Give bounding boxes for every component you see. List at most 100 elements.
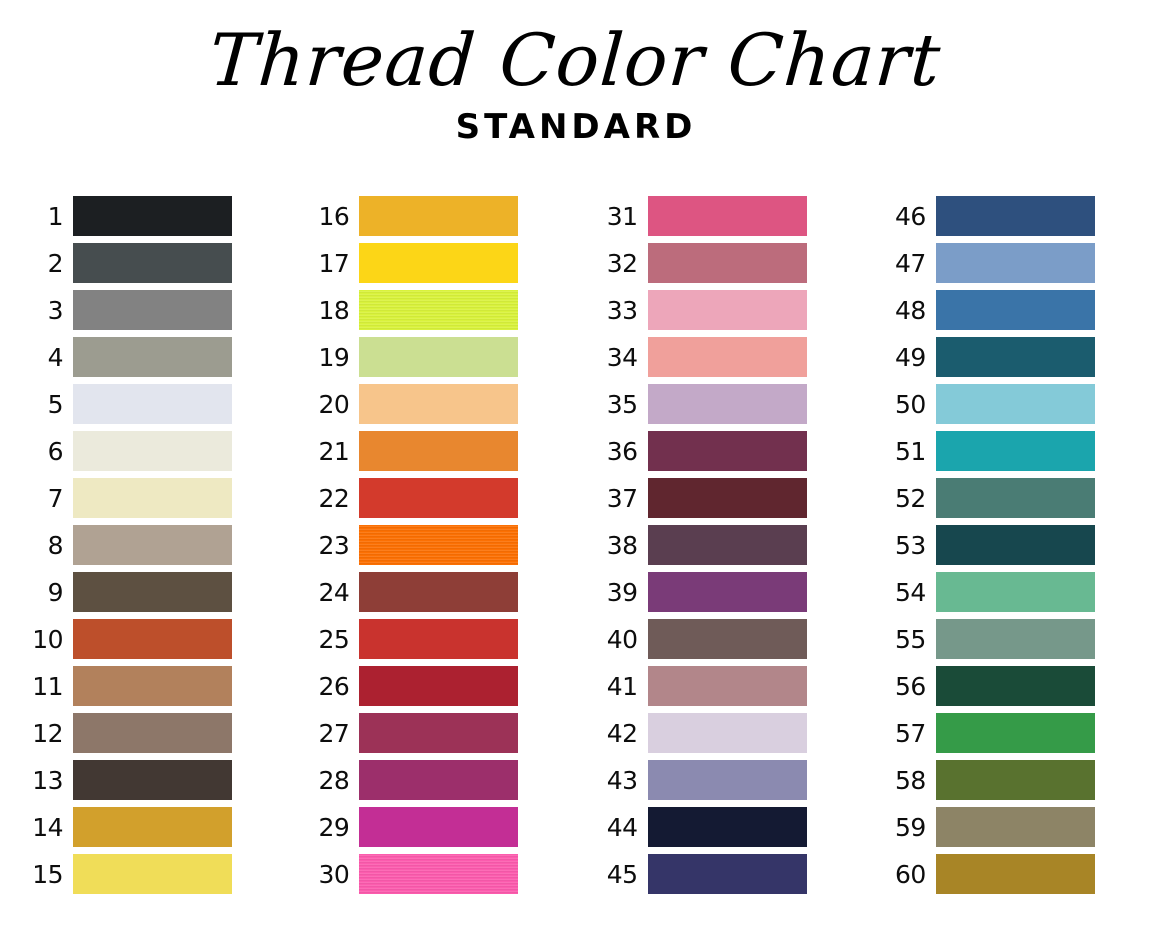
swatch-row[interactable]: 57 (874, 713, 1152, 753)
color-swatch-42[interactable] (647, 713, 807, 753)
color-swatch-57[interactable] (935, 713, 1095, 753)
color-swatch-15[interactable] (73, 854, 232, 894)
color-swatch-44[interactable] (647, 807, 807, 847)
color-swatch-39[interactable] (647, 572, 807, 612)
swatch-row[interactable]: 16 (297, 196, 575, 236)
swatch-row[interactable]: 28 (297, 760, 575, 800)
swatch-row[interactable]: 52 (874, 478, 1152, 518)
swatch-row[interactable]: 43 (586, 760, 864, 800)
color-swatch-21[interactable] (359, 431, 519, 471)
color-swatch-29[interactable] (359, 807, 519, 847)
swatch-row[interactable]: 39 (586, 572, 864, 612)
color-swatch-18[interactable] (359, 290, 519, 330)
color-swatch-33[interactable] (647, 290, 807, 330)
swatch-row[interactable]: 6 (11, 431, 289, 471)
swatch-row[interactable]: 44 (586, 807, 864, 847)
color-swatch-60[interactable] (935, 854, 1095, 894)
color-swatch-24[interactable] (359, 572, 519, 612)
color-swatch-50[interactable] (935, 384, 1095, 424)
color-swatch-28[interactable] (359, 760, 519, 800)
color-swatch-56[interactable] (935, 666, 1095, 706)
swatch-row[interactable]: 19 (297, 337, 575, 377)
color-swatch-25[interactable] (359, 619, 519, 659)
swatch-row[interactable]: 12 (11, 713, 289, 753)
swatch-row[interactable]: 38 (586, 525, 864, 565)
swatch-row[interactable]: 34 (586, 337, 864, 377)
color-swatch-11[interactable] (73, 666, 232, 706)
color-swatch-41[interactable] (647, 666, 807, 706)
swatch-row[interactable]: 41 (586, 666, 864, 706)
swatch-row[interactable]: 8 (11, 525, 289, 565)
swatch-row[interactable]: 9 (11, 572, 289, 612)
swatch-row[interactable]: 55 (874, 619, 1152, 659)
color-swatch-14[interactable] (73, 807, 232, 847)
color-swatch-6[interactable] (73, 431, 232, 471)
swatch-row[interactable]: 45 (586, 854, 864, 894)
swatch-row[interactable]: 29 (297, 807, 575, 847)
color-swatch-16[interactable] (359, 196, 519, 236)
swatch-row[interactable]: 46 (874, 196, 1152, 236)
color-swatch-27[interactable] (359, 713, 519, 753)
swatch-row[interactable]: 59 (874, 807, 1152, 847)
color-swatch-10[interactable] (73, 619, 232, 659)
swatch-row[interactable]: 37 (586, 478, 864, 518)
swatch-row[interactable]: 58 (874, 760, 1152, 800)
swatch-row[interactable]: 50 (874, 384, 1152, 424)
color-swatch-8[interactable] (73, 525, 232, 565)
color-swatch-45[interactable] (647, 854, 807, 894)
swatch-row[interactable]: 11 (11, 666, 289, 706)
color-swatch-12[interactable] (73, 713, 232, 753)
color-swatch-4[interactable] (73, 337, 232, 377)
swatch-row[interactable]: 32 (586, 243, 864, 283)
color-swatch-58[interactable] (935, 760, 1095, 800)
swatch-row[interactable]: 5 (11, 384, 289, 424)
color-swatch-54[interactable] (935, 572, 1095, 612)
color-swatch-40[interactable] (647, 619, 807, 659)
color-swatch-1[interactable] (73, 196, 232, 236)
swatch-row[interactable]: 42 (586, 713, 864, 753)
swatch-row[interactable]: 21 (297, 431, 575, 471)
swatch-row[interactable]: 25 (297, 619, 575, 659)
swatch-row[interactable]: 24 (297, 572, 575, 612)
swatch-row[interactable]: 3 (11, 290, 289, 330)
color-swatch-26[interactable] (359, 666, 519, 706)
swatch-row[interactable]: 35 (586, 384, 864, 424)
swatch-row[interactable]: 18 (297, 290, 575, 330)
swatch-row[interactable]: 27 (297, 713, 575, 753)
swatch-row[interactable]: 30 (297, 854, 575, 894)
swatch-row[interactable]: 7 (11, 478, 289, 518)
swatch-row[interactable]: 20 (297, 384, 575, 424)
swatch-row[interactable]: 23 (297, 525, 575, 565)
color-swatch-13[interactable] (73, 760, 232, 800)
color-swatch-17[interactable] (359, 243, 519, 283)
color-swatch-38[interactable] (647, 525, 807, 565)
swatch-row[interactable]: 13 (11, 760, 289, 800)
color-swatch-7[interactable] (73, 478, 232, 518)
swatch-row[interactable]: 60 (874, 854, 1152, 894)
color-swatch-36[interactable] (647, 431, 807, 471)
color-swatch-47[interactable] (935, 243, 1095, 283)
swatch-row[interactable]: 51 (874, 431, 1152, 471)
swatch-row[interactable]: 15 (11, 854, 289, 894)
swatch-row[interactable]: 17 (297, 243, 575, 283)
color-swatch-52[interactable] (935, 478, 1095, 518)
color-swatch-22[interactable] (359, 478, 519, 518)
color-swatch-31[interactable] (647, 196, 807, 236)
color-swatch-9[interactable] (73, 572, 232, 612)
color-swatch-23[interactable] (359, 525, 519, 565)
color-swatch-49[interactable] (935, 337, 1095, 377)
color-swatch-51[interactable] (935, 431, 1095, 471)
color-swatch-53[interactable] (935, 525, 1095, 565)
swatch-row[interactable]: 1 (11, 196, 289, 236)
swatch-row[interactable]: 36 (586, 431, 864, 471)
swatch-row[interactable]: 49 (874, 337, 1152, 377)
swatch-row[interactable]: 53 (874, 525, 1152, 565)
swatch-row[interactable]: 14 (11, 807, 289, 847)
swatch-row[interactable]: 56 (874, 666, 1152, 706)
swatch-row[interactable]: 26 (297, 666, 575, 706)
swatch-row[interactable]: 40 (586, 619, 864, 659)
color-swatch-5[interactable] (73, 384, 232, 424)
swatch-row[interactable]: 48 (874, 290, 1152, 330)
color-swatch-43[interactable] (647, 760, 807, 800)
color-swatch-30[interactable] (359, 854, 519, 894)
